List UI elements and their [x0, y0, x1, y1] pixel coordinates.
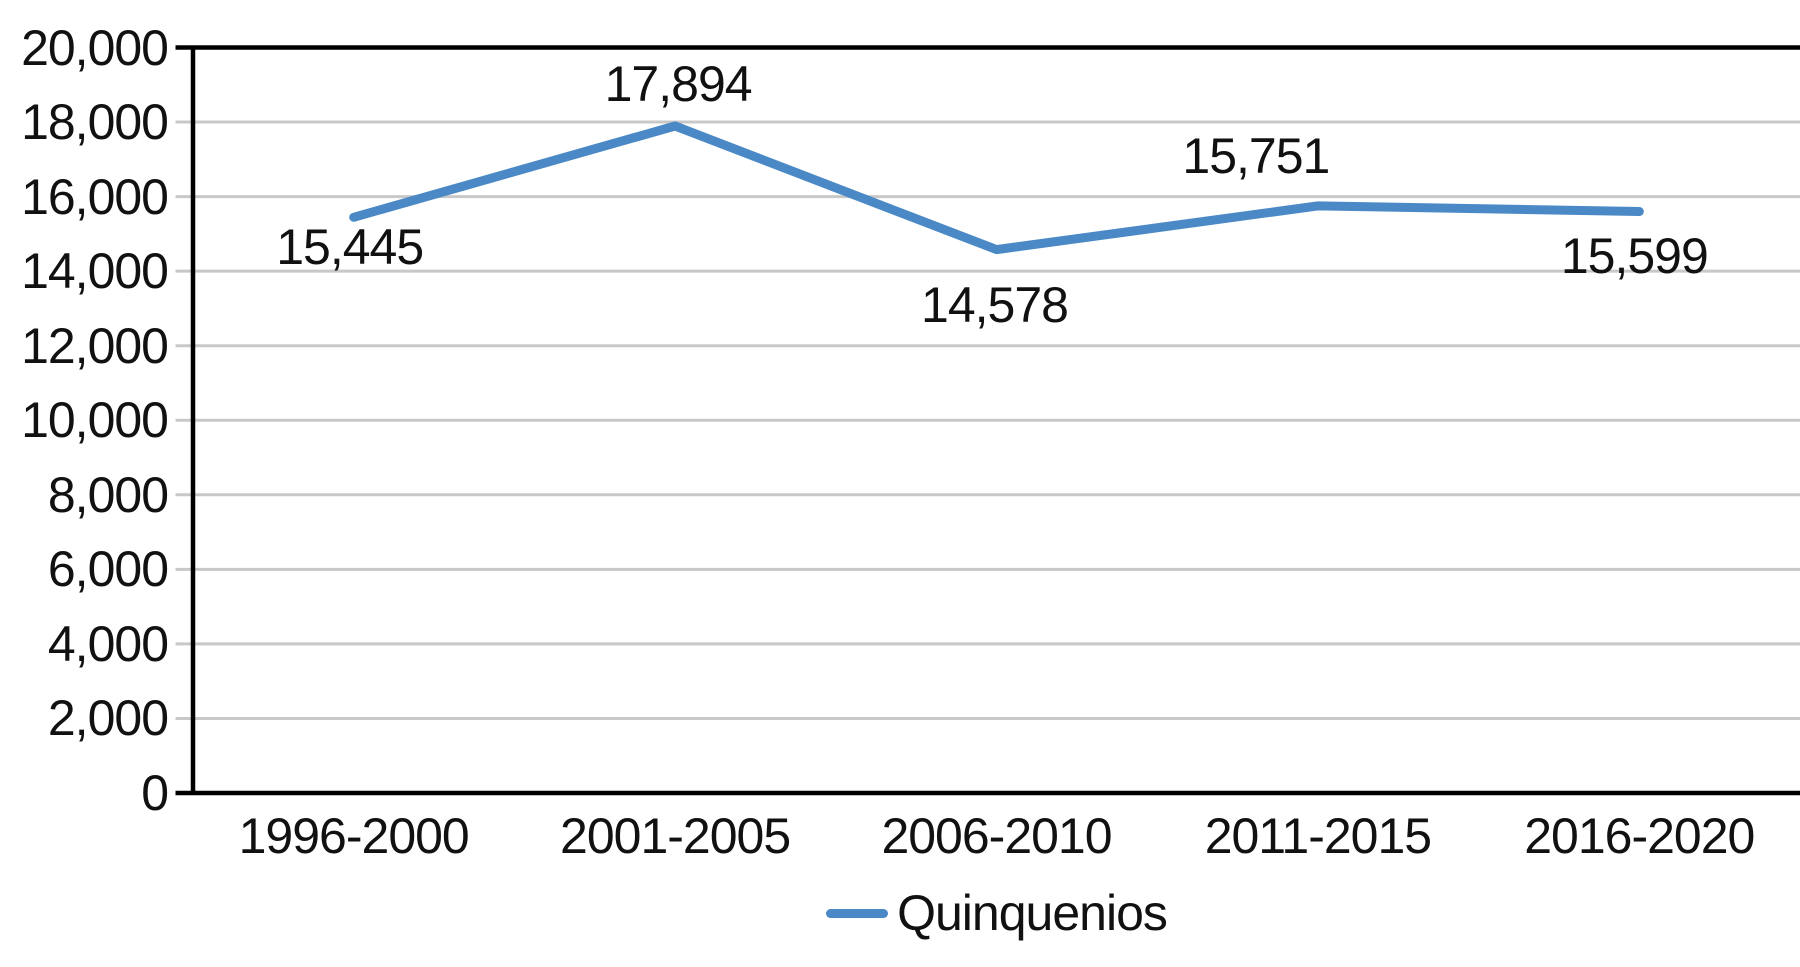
legend: Quinquenios	[193, 888, 1800, 938]
data-label: 15,751	[1182, 127, 1330, 184]
y-tick-label: 2,000	[47, 690, 169, 747]
series-line-quinquenios	[349, 121, 1644, 255]
y-tick-label: 12,000	[21, 317, 169, 374]
x-tick-label: 2011-2015	[1204, 808, 1432, 864]
x-tick-label: 1996-2000	[238, 808, 470, 864]
data-label: 15,599	[1560, 227, 1709, 284]
y-tick-label: 6,000	[47, 541, 169, 598]
y-tick-label: 16,000	[21, 168, 169, 225]
y-tick-label: 4,000	[47, 615, 169, 672]
y-tick-label: 10,000	[21, 392, 169, 449]
y-tick-label: 0	[141, 765, 169, 821]
x-tick-label: 2006-2010	[881, 808, 1112, 864]
y-tick-label: 8,000	[47, 466, 169, 523]
y-tick-label: 14,000	[21, 243, 169, 300]
y-tick-label: 18,000	[21, 94, 169, 151]
y-tick-label: 20,000	[21, 19, 169, 76]
x-tick-label: 2016-2020	[1524, 808, 1755, 864]
data-label: 17,894	[604, 56, 753, 112]
legend-line-marker-icon	[826, 908, 889, 918]
legend-label: Quinquenios	[897, 885, 1168, 941]
x-tick-label: 2001-2005	[560, 808, 791, 864]
data-label: 15,445	[276, 219, 424, 276]
data-label: 14,578	[921, 276, 1069, 333]
